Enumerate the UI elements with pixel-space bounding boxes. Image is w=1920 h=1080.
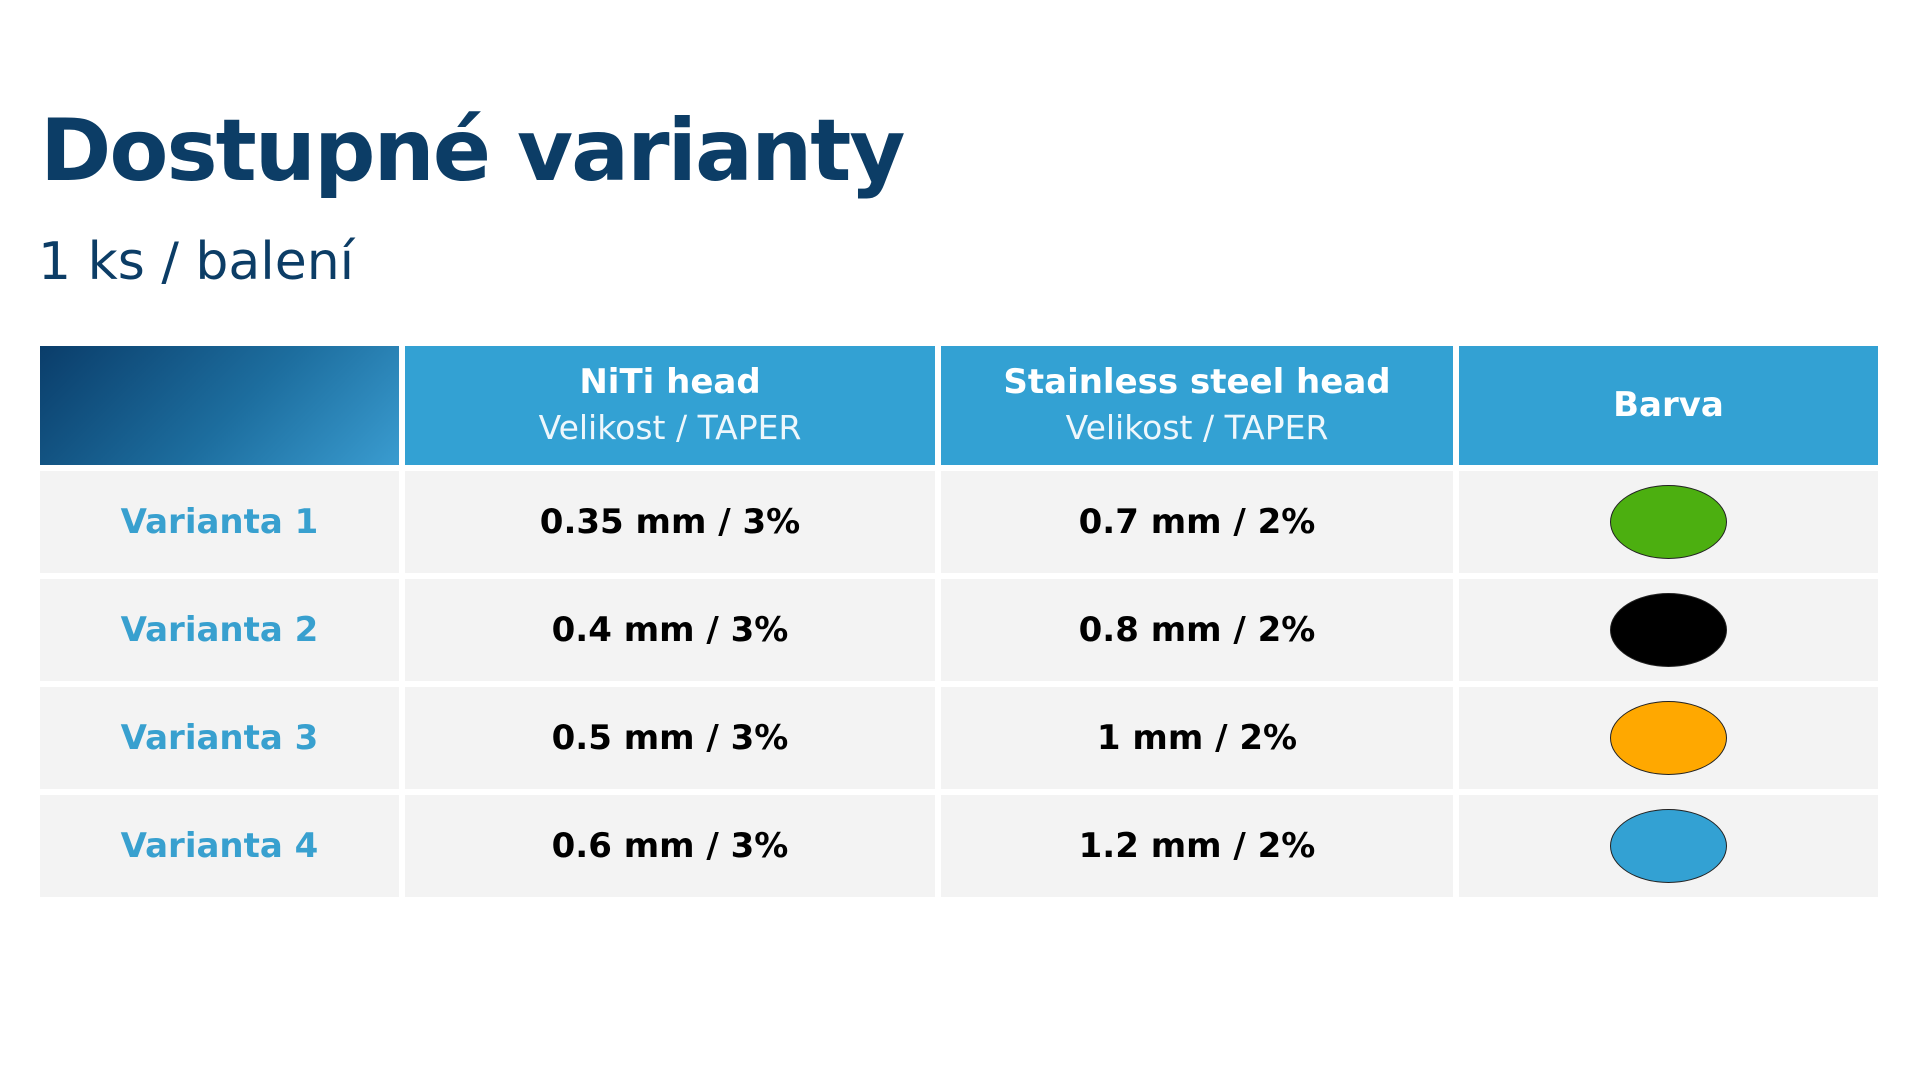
row-label-variant-1: Varianta 1 <box>40 471 399 573</box>
cell-steel-variant-1: 0.7 mm / 2% <box>941 471 1453 573</box>
page-title: Dostupné varianty <box>40 101 905 201</box>
cell-niti-variant-4: 0.6 mm / 3% <box>405 795 935 897</box>
variants-table: NiTi head Velikost / TAPER Stainless ste… <box>40 346 1878 897</box>
column-header-steel: Stainless steel head Velikost / TAPER <box>941 346 1453 465</box>
cell-color-variant-4 <box>1459 795 1878 897</box>
row-label-variant-3: Varianta 3 <box>40 687 399 789</box>
column-header-color: Barva <box>1459 346 1878 465</box>
column-header-niti: NiTi head Velikost / TAPER <box>405 346 935 465</box>
row-label-variant-4: Varianta 4 <box>40 795 399 897</box>
cell-steel-variant-2: 0.8 mm / 2% <box>941 579 1453 681</box>
column-header-steel-subtitle: Velikost / TAPER <box>1065 408 1329 448</box>
cell-niti-variant-2: 0.4 mm / 3% <box>405 579 935 681</box>
color-swatch-variant-1 <box>1610 485 1727 559</box>
column-header-niti-subtitle: Velikost / TAPER <box>538 408 802 448</box>
page-subtitle: 1 ks / balení <box>38 232 355 292</box>
color-swatch-variant-3 <box>1610 701 1727 775</box>
cell-niti-variant-1: 0.35 mm / 3% <box>405 471 935 573</box>
cell-steel-variant-4: 1.2 mm / 2% <box>941 795 1453 897</box>
column-header-niti-title: NiTi head <box>579 362 761 403</box>
column-header-color-title: Barva <box>1613 384 1724 425</box>
cell-steel-variant-3: 1 mm / 2% <box>941 687 1453 789</box>
color-swatch-variant-4 <box>1610 809 1727 883</box>
cell-color-variant-3 <box>1459 687 1878 789</box>
row-label-variant-2: Varianta 2 <box>40 579 399 681</box>
table-corner-header <box>40 346 399 465</box>
color-swatch-variant-2 <box>1610 593 1727 667</box>
cell-niti-variant-3: 0.5 mm / 3% <box>405 687 935 789</box>
cell-color-variant-1 <box>1459 471 1878 573</box>
column-header-steel-title: Stainless steel head <box>1003 362 1391 403</box>
cell-color-variant-2 <box>1459 579 1878 681</box>
